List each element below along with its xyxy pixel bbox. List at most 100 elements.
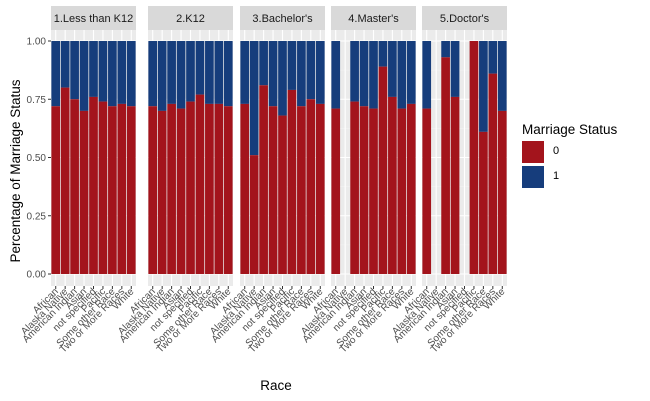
bar-segment-status-0 (126, 106, 136, 275)
bar-segment-status-0 (268, 106, 278, 275)
y-tick-label: 0.00 (27, 270, 47, 281)
x-axis-title: Race (260, 378, 292, 393)
bar-segment-status-0 (148, 106, 158, 275)
bar-segment-status-1 (108, 41, 117, 107)
bar-segment-status-1 (79, 41, 89, 111)
bar-segment-status-1 (70, 41, 79, 100)
facet-strip-label: 5.Doctor's (440, 13, 490, 25)
bar-segment-status-1 (214, 41, 224, 104)
bar-segment-status-1 (450, 41, 460, 97)
bar-segment-status-0 (441, 57, 450, 275)
bar-segment-status-1 (422, 41, 432, 109)
bar-segment-status-1 (331, 41, 341, 109)
bar-segment-status-0 (195, 94, 205, 274)
bar-segment-status-0 (79, 110, 89, 275)
bar-segment-status-1 (488, 41, 498, 74)
bar-segment-status-1 (157, 41, 167, 111)
facet-strip-label: 2.K12 (176, 13, 205, 25)
facet-strip-label: 4.Master's (348, 13, 399, 25)
bar-segment-status-0 (469, 41, 479, 274)
bar-segment-status-1 (249, 41, 259, 156)
bar-segment-status-1 (397, 41, 407, 109)
bar-segment-status-1 (223, 41, 233, 107)
bar-segment-status-1 (176, 41, 186, 109)
bar-segment-status-0 (167, 103, 176, 274)
bar-segment-status-1 (89, 41, 98, 97)
bar-segment-status-1 (350, 41, 359, 102)
bar-segment-status-0 (406, 103, 416, 274)
bar-segment-status-1 (167, 41, 176, 104)
bar-segment-status-1 (278, 41, 287, 116)
bar-segment-status-0 (378, 66, 388, 274)
bar-segment-status-1 (378, 41, 388, 67)
bar-segment-status-0 (249, 155, 259, 274)
bar-segment-status-0 (497, 110, 507, 275)
bar-segment-status-1 (117, 41, 127, 104)
bar-segment-status-1 (205, 41, 214, 104)
y-tick-label: 0.25 (27, 211, 47, 222)
bar-segment-status-1 (287, 41, 297, 90)
facet-strip-label: 1.Less than K12 (54, 13, 134, 25)
bar-segment-status-1 (268, 41, 278, 107)
bar-segment-status-0 (397, 108, 407, 274)
facet-strip (51, 6, 136, 30)
bar-segment-status-1 (388, 41, 397, 97)
bar-segment-status-1 (497, 41, 507, 111)
legend-swatch-1 (522, 166, 544, 188)
bar-segment-status-0 (259, 85, 268, 275)
legend-label-1: 1 (553, 170, 560, 182)
bar-segment-status-1 (315, 41, 325, 104)
bar-segment-status-0 (422, 108, 432, 274)
bar-segment-status-1 (297, 41, 306, 107)
bar-segment-status-1 (98, 41, 108, 102)
bar-segment-status-0 (214, 103, 224, 274)
bar-segment-status-1 (126, 41, 136, 107)
bar-segment-status-0 (369, 108, 378, 274)
bar-segment-status-0 (450, 96, 460, 274)
bar-segment-status-0 (350, 101, 359, 274)
bar-segment-status-0 (108, 106, 117, 275)
bar-segment-status-1 (195, 41, 205, 95)
bar-segment-status-1 (441, 41, 450, 58)
bar-segment-status-0 (240, 103, 250, 274)
facet-strip (422, 6, 507, 30)
bar-segment-status-0 (331, 108, 341, 274)
bar-segment-status-0 (359, 106, 369, 275)
bar-segment-status-1 (259, 41, 268, 86)
bar-segment-status-1 (306, 41, 316, 100)
y-axis-title: Percentage of Marriage Status (8, 79, 23, 262)
bar-segment-status-1 (186, 41, 195, 102)
legend-label-0: 0 (553, 145, 560, 157)
bar-segment-status-0 (388, 96, 397, 274)
bar-segment-status-1 (406, 41, 416, 104)
legend-title: Marriage Status (522, 122, 618, 137)
bar-segment-status-1 (479, 41, 488, 132)
y-tick-label: 1.00 (27, 37, 47, 48)
bar-segment-status-0 (205, 103, 214, 274)
bar-segment-status-1 (359, 41, 369, 107)
facet-strip (148, 6, 233, 30)
bar-segment-status-0 (117, 103, 127, 274)
bar-segment-status-0 (287, 89, 297, 275)
y-tick-label: 0.50 (27, 153, 47, 164)
bar-segment-status-0 (479, 131, 488, 274)
bar-segment-status-0 (157, 110, 167, 275)
bar-segment-status-0 (223, 106, 233, 275)
bar-segment-status-0 (488, 73, 498, 275)
bar-segment-status-0 (176, 108, 186, 274)
bar-segment-status-0 (60, 87, 70, 274)
legend-swatch-0 (522, 141, 544, 163)
legend-item-0: 0 (522, 141, 642, 167)
facet-strip (331, 6, 416, 30)
bar-segment-status-0 (186, 101, 195, 274)
bar-segment-status-0 (278, 115, 287, 274)
bar-segment-status-0 (51, 106, 61, 275)
bar-segment-status-0 (306, 99, 316, 274)
bar-segment-status-0 (89, 96, 98, 274)
bar-segment-status-1 (51, 41, 61, 107)
bar-segment-status-0 (315, 103, 325, 274)
y-tick-label: 0.75 (27, 95, 47, 106)
facet-strip (240, 6, 325, 30)
bar-segment-status-1 (60, 41, 70, 88)
